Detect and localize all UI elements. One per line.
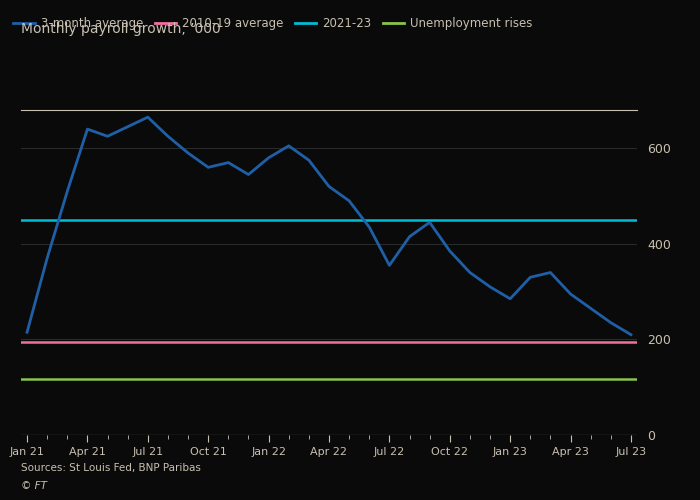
Text: Sources: St Louis Fed, BNP Paribas: Sources: St Louis Fed, BNP Paribas <box>21 462 201 472</box>
Text: © FT: © FT <box>21 481 47 491</box>
Text: Monthly payroll growth, ’000: Monthly payroll growth, ’000 <box>21 22 221 36</box>
Legend: 3-month average, 2010-19 average, 2021-23, Unemployment rises: 3-month average, 2010-19 average, 2021-2… <box>8 12 538 35</box>
